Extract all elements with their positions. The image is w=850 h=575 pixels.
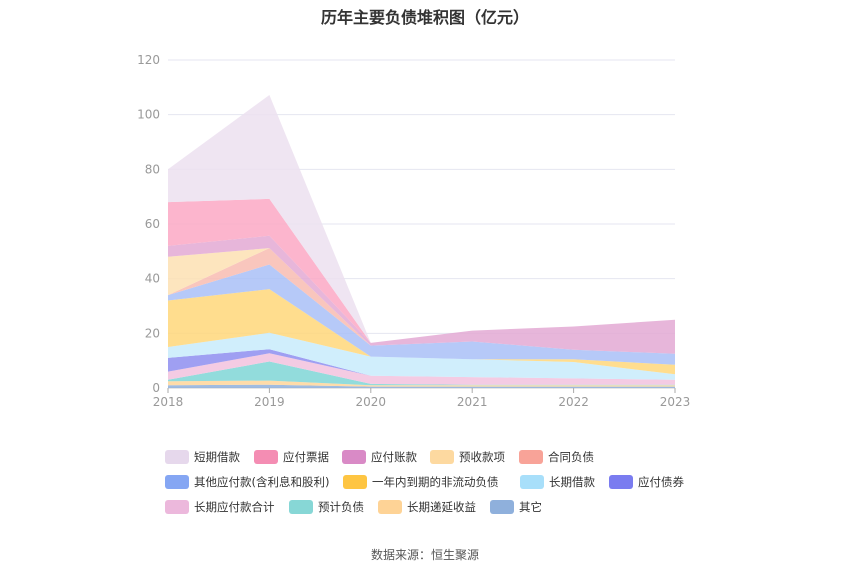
x-tick-label: 2020 (356, 395, 387, 409)
legend-swatch (254, 450, 278, 464)
area-series (168, 384, 675, 388)
legend-label: 其它 (519, 500, 542, 514)
legend-swatch (519, 450, 543, 464)
legend-swatch (165, 450, 189, 464)
legend-label: 预计负债 (318, 500, 364, 514)
legend-item[interactable]: 长期借款 (520, 474, 595, 490)
area-series (168, 289, 675, 375)
legend-label: 短期借款 (194, 450, 240, 464)
legend-swatch (378, 500, 402, 514)
area-series (168, 248, 675, 354)
area-series (168, 361, 675, 386)
legend-item[interactable]: 长期应付款合计 (165, 499, 275, 515)
legend-label: 长期借款 (549, 475, 595, 489)
x-tick-label: 2018 (153, 395, 184, 409)
legend-label: 应付债券 (638, 475, 684, 489)
legend-swatch (165, 500, 189, 514)
area-series (168, 198, 675, 343)
legend-swatch (165, 475, 189, 489)
area-series (168, 235, 675, 354)
x-tick-label: 2022 (558, 395, 589, 409)
y-tick-label: 0 (152, 381, 160, 395)
y-tick-label: 60 (145, 217, 160, 231)
legend-swatch (289, 500, 313, 514)
legend-swatch (430, 450, 454, 464)
y-tick-label: 120 (137, 53, 160, 67)
area-series (168, 264, 675, 365)
legend-label: 其他应付款(含利息和股利) (194, 475, 330, 489)
legend-label: 一年内到期的非流动负债 (372, 475, 499, 489)
area-series (168, 332, 675, 380)
x-tick-label: 2021 (457, 395, 488, 409)
legend-item[interactable]: 合同负债 (519, 449, 594, 465)
legend-item[interactable]: 应付账款 (342, 449, 417, 465)
y-tick-label: 80 (145, 162, 160, 176)
x-tick-label: 2019 (254, 395, 285, 409)
area-series (168, 248, 675, 354)
legend-item[interactable]: 一年内到期的非流动负债 (343, 474, 499, 490)
legend-item[interactable]: 短期借款 (165, 449, 240, 465)
stacked-area-chart: 0 20 40 60 80 100 120 2018 2019 2020 2021 2022 2023 (137, 53, 691, 409)
legend-label: 应付票据 (283, 450, 329, 464)
legend-label: 合同负债 (548, 450, 594, 464)
legend-swatch (342, 450, 366, 464)
legend-item[interactable]: 长期递延收益 (378, 499, 476, 515)
legend-item[interactable]: 应付债券 (609, 474, 684, 490)
legend-swatch (343, 475, 367, 489)
legend-swatch (609, 475, 633, 489)
chart-title: 历年主要负债堆积图（亿元） (320, 8, 529, 27)
area-series (168, 380, 675, 387)
legend-item[interactable]: 其它 (490, 499, 542, 515)
legend-swatch (520, 475, 544, 489)
x-tick-label: 2023 (660, 395, 691, 409)
y-tick-label: 40 (145, 272, 160, 286)
legend-label: 长期递延收益 (407, 500, 476, 514)
y-tick-label: 20 (145, 326, 160, 340)
legend-label: 应付账款 (371, 450, 417, 464)
legend-item[interactable]: 其他应付款(含利息和股利) (165, 474, 329, 490)
data-source-note: 数据来源：恒生聚源 (370, 548, 479, 562)
y-tick-label: 100 (137, 108, 160, 122)
legend-label: 预收款项 (459, 450, 505, 464)
legend-item[interactable]: 应付票据 (254, 449, 329, 465)
legend-label: 长期应付款合计 (194, 500, 275, 514)
legend-swatch (490, 500, 514, 514)
area-series (168, 353, 675, 385)
legend-item[interactable]: 预计负债 (289, 499, 364, 515)
legend-item[interactable]: 预收款项 (430, 449, 505, 465)
area-series (168, 349, 675, 380)
